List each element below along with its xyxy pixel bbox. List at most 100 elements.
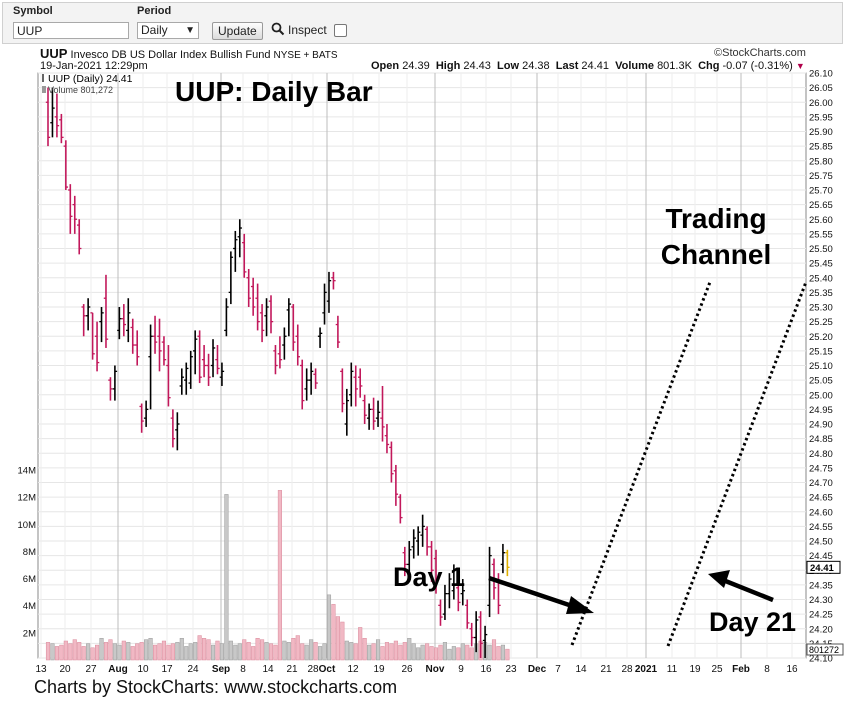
time-tick-label: 20 bbox=[59, 664, 71, 675]
ohlc-bar bbox=[63, 140, 69, 190]
time-tick-label: 7 bbox=[555, 664, 561, 675]
volume-bar bbox=[407, 638, 412, 661]
annotation-day21: Day 21 bbox=[709, 607, 796, 637]
time-tick-label: 10 bbox=[137, 664, 149, 675]
ohlc-bar bbox=[94, 321, 100, 372]
volume-bar bbox=[326, 594, 332, 661]
volume-bar bbox=[384, 642, 390, 661]
volume-bar bbox=[251, 646, 256, 661]
volume-tick-label: 14M bbox=[18, 466, 37, 477]
time-tick-label: 11 bbox=[667, 664, 678, 675]
ohlc-bar bbox=[219, 362, 225, 386]
ohlc-bar bbox=[112, 365, 118, 401]
volume-bar bbox=[108, 639, 113, 661]
ohlc-bar bbox=[380, 385, 385, 442]
price-tick-label: 25.85 bbox=[809, 142, 833, 153]
price-tick-label: 25.80 bbox=[809, 156, 833, 167]
ohlc-bar bbox=[161, 336, 167, 366]
symbol-input[interactable] bbox=[13, 22, 129, 39]
time-tick-label: 8 bbox=[764, 664, 770, 675]
volume-bar bbox=[487, 644, 492, 661]
price-tick-label: 25.20 bbox=[809, 332, 833, 343]
price-tick-label: 25.25 bbox=[809, 317, 833, 328]
ohlc-bar bbox=[192, 330, 198, 375]
ohlc-bar bbox=[130, 318, 135, 354]
ohlc-bar bbox=[250, 277, 256, 316]
volume-bar bbox=[286, 642, 291, 661]
time-tick-label: 16 bbox=[786, 664, 798, 675]
time-tick-label: 23 bbox=[505, 664, 517, 675]
volume-bar bbox=[331, 604, 336, 661]
time-tick-label: 21 bbox=[286, 664, 298, 675]
ohlc-bar bbox=[54, 93, 60, 138]
volume-tick-label: 12M bbox=[18, 493, 37, 504]
legend-price: UUP (Daily) 24.41 bbox=[48, 73, 133, 85]
volume-bar bbox=[358, 627, 363, 661]
chart-title-line: UUP Invesco DB US Dollar Index Bullish F… bbox=[40, 46, 338, 61]
price-tick-label: 25.60 bbox=[809, 215, 833, 226]
header-fund-name: Invesco DB US Dollar Index Bullish Fund bbox=[70, 49, 271, 61]
volume-bar bbox=[420, 644, 425, 661]
volume-bar bbox=[126, 642, 131, 661]
ohlc-bar bbox=[45, 87, 51, 147]
volume-bar bbox=[86, 643, 91, 661]
volume-bar bbox=[456, 647, 461, 661]
inspect-checkbox[interactable] bbox=[334, 24, 347, 37]
inspect-label: Inspect bbox=[288, 23, 327, 37]
volume-bar bbox=[295, 635, 300, 661]
price-tick-label: 25.45 bbox=[809, 259, 833, 270]
volume-bar bbox=[219, 643, 224, 661]
volume-bar bbox=[505, 648, 510, 661]
ohlc-bar bbox=[429, 541, 434, 582]
ohlc-bar bbox=[121, 304, 127, 337]
volume-bar bbox=[139, 642, 144, 661]
ohlc-bar bbox=[184, 362, 189, 395]
time-tick-label: Nov bbox=[426, 664, 445, 675]
ohlc-bar bbox=[438, 599, 443, 626]
time-tick-label: 17 bbox=[161, 664, 173, 675]
chg-value: -0.07 (-0.31%) bbox=[722, 60, 793, 72]
ohlc-bar bbox=[277, 336, 283, 369]
header-exchange: NYSE + BATS bbox=[273, 50, 338, 61]
volume-bar bbox=[469, 647, 474, 661]
ohlc-bar bbox=[384, 424, 390, 454]
price-tick-label: 24.20 bbox=[809, 624, 833, 635]
price-tick-label: 25.10 bbox=[809, 361, 833, 372]
last-price-tag: 24.41 bbox=[810, 563, 834, 574]
update-button[interactable]: Update bbox=[212, 22, 263, 40]
ohlc-bar bbox=[259, 304, 265, 343]
price-tick-label: 24.55 bbox=[809, 522, 833, 533]
volume-bars bbox=[45, 490, 510, 661]
time-tick-label: 28 bbox=[307, 664, 319, 675]
volume-bar bbox=[371, 643, 376, 661]
ohlc-bar bbox=[273, 345, 278, 375]
price-tick-label: 24.35 bbox=[809, 580, 833, 591]
volume-bar bbox=[210, 644, 216, 661]
ohlc-bar bbox=[469, 622, 474, 647]
last-price-tag-box bbox=[806, 560, 841, 574]
ohlc-bar bbox=[237, 219, 242, 258]
price-tick-label: 25.30 bbox=[809, 303, 833, 314]
price-tick-label: 25.75 bbox=[809, 171, 833, 182]
ohlc-bar bbox=[282, 327, 287, 360]
annotations: UUP: Daily Bar Trading Channel Day 1 Day 21 bbox=[175, 76, 808, 647]
period-select[interactable]: Daily ▼ bbox=[137, 22, 199, 39]
ohlc-bar bbox=[291, 304, 296, 351]
chg-label: Chg bbox=[698, 60, 720, 72]
annotation-day1: Day 1 bbox=[393, 562, 465, 592]
volume-bar bbox=[318, 646, 323, 661]
ohlc-bar bbox=[349, 362, 354, 407]
volume-bar bbox=[161, 640, 167, 661]
ohlc-bar bbox=[255, 283, 260, 331]
ohlc-bar bbox=[340, 368, 345, 413]
volume-bar bbox=[237, 643, 242, 661]
price-tick-label: 25.05 bbox=[809, 376, 833, 387]
price-tick-label: 25.55 bbox=[809, 229, 833, 240]
price-tick-label: 24.50 bbox=[809, 537, 833, 548]
ohlc-bar bbox=[108, 377, 113, 401]
ohlc-bar bbox=[473, 611, 479, 653]
period-label: Period bbox=[137, 5, 172, 17]
ohlc-bar bbox=[135, 330, 140, 366]
ohlc-bar bbox=[402, 546, 407, 577]
